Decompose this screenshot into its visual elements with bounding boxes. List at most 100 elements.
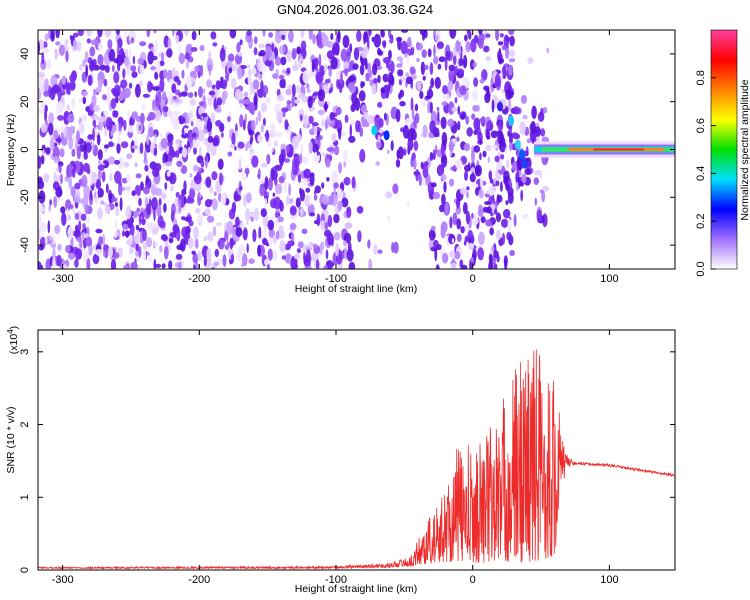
spectrogram-cell — [239, 114, 244, 128]
spectrogram-cell — [470, 38, 477, 53]
spectrogram-cell — [427, 48, 432, 58]
spectrogram-cell — [343, 61, 350, 69]
spectrogram-cell — [337, 30, 341, 43]
spectrogram-cell — [400, 40, 408, 55]
spectrogram-cell — [405, 72, 410, 78]
spectrogram-cell — [38, 227, 41, 241]
spectrogram-cell — [501, 88, 505, 94]
spectrogram-cell — [132, 210, 140, 219]
spectrogram-cell — [67, 163, 74, 178]
spectrogram-cell — [293, 99, 301, 104]
spectrogram-cell — [452, 55, 457, 66]
spectrogram-cell — [541, 136, 550, 143]
spectrogram-cell — [197, 250, 203, 261]
spectrogram-cell — [277, 216, 284, 223]
spectrogram-cell — [190, 47, 198, 52]
spectrogram-cell — [38, 180, 45, 190]
spectrogram-cell — [395, 108, 401, 123]
spectrogram-cell — [263, 92, 267, 98]
spectrogram-cell — [194, 174, 202, 185]
spectrogram-cell — [181, 147, 188, 158]
spectrogram-cell — [416, 81, 422, 91]
spectrogram-cell — [87, 74, 93, 86]
spectrogram-cell — [275, 230, 280, 240]
spectrogram-cell — [245, 192, 252, 204]
spectrogram-cell — [48, 112, 54, 125]
spectrogram-cell — [278, 225, 284, 238]
spectrogram-cell — [378, 118, 384, 128]
spectrogram-cell — [392, 183, 399, 194]
spectrogram-cell — [172, 118, 180, 131]
spectrogram-cell — [305, 83, 310, 89]
spectrogram-cell — [272, 73, 278, 79]
spectrogram-cell — [226, 60, 233, 68]
spectrogram-cell — [270, 198, 277, 209]
spectrogram-cell — [95, 248, 102, 256]
spectrogram-hotspot — [383, 130, 390, 141]
spectrogram-cell — [193, 264, 196, 269]
spectrogram-cell — [387, 72, 394, 86]
spectrogram-cell — [185, 198, 191, 204]
spectrogram-cell — [46, 58, 52, 70]
spectrogram-cell — [52, 146, 60, 160]
spectrogram-cell — [291, 64, 299, 72]
spectrogram-cell — [215, 222, 222, 227]
spectrogram-xtick-label: -200 — [188, 273, 210, 285]
spectrogram-cell — [175, 150, 180, 158]
spectrogram-cell — [68, 252, 76, 260]
spectrogram-hotspot — [518, 149, 525, 160]
spectrogram-cell — [195, 207, 201, 214]
spectrogram-cell — [82, 96, 87, 105]
spectrogram-cell — [509, 249, 515, 257]
spectrogram-cell — [272, 234, 278, 244]
spectrogram-cell — [92, 141, 95, 151]
spectrogram-cell — [509, 35, 515, 47]
spectrogram-cell — [520, 94, 528, 104]
spectrogram-cell — [306, 88, 311, 93]
spectrogram-cell — [389, 38, 393, 44]
spectrogram-cell — [76, 129, 80, 143]
spectrogram-cell — [340, 48, 348, 62]
spectrogram-cell — [466, 30, 471, 36]
spectrogram-cell — [119, 197, 123, 211]
spectrogram-cell — [154, 71, 159, 80]
spectrogram-cell — [323, 103, 329, 110]
spectrogram-cell — [308, 195, 312, 207]
spectrogram-cell — [153, 207, 156, 221]
spectrogram-cell — [264, 60, 272, 67]
spectrogram-cell — [233, 194, 242, 202]
spectrogram-cell — [280, 56, 287, 66]
spectrogram-cell — [57, 243, 62, 251]
spectrogram-cell — [489, 177, 493, 184]
spectrogram-cell — [463, 143, 471, 152]
spectrogram-cell — [56, 101, 64, 115]
spectrogram-cell — [267, 219, 275, 231]
spectrogram-cell — [415, 168, 420, 182]
spectrogram-cell — [74, 258, 79, 268]
spectrogram-cell — [300, 30, 305, 38]
spectrogram-cell — [502, 232, 505, 245]
spectrogram-cell — [434, 76, 441, 89]
spectrogram-cell — [102, 233, 106, 246]
spectrogram-cell — [103, 78, 108, 87]
spectrogram-cell — [229, 143, 235, 149]
spectrogram-cell — [143, 149, 147, 163]
spectrogram-cell — [304, 194, 311, 207]
spectrogram-cell — [238, 158, 242, 171]
spectrogram-cell — [237, 51, 243, 57]
spectrogram-cell — [320, 220, 326, 231]
spectrogram-cell — [254, 36, 258, 45]
spectrogram-cell — [260, 63, 266, 75]
spectrogram-cell — [380, 30, 385, 38]
spectrogram-cell — [335, 106, 342, 116]
spectrogram-cell — [361, 104, 366, 112]
spectrogram-cell — [536, 209, 542, 224]
spectrogram-cell — [140, 112, 145, 125]
spectrogram-cell — [47, 220, 51, 234]
spectrogram-cell — [499, 33, 504, 38]
spectrogram-cell — [275, 31, 282, 44]
spectrogram-cell — [148, 194, 154, 199]
spectrogram-cell — [403, 148, 407, 156]
spectrogram-cell — [112, 252, 120, 259]
spectrogram-cell — [111, 65, 115, 72]
